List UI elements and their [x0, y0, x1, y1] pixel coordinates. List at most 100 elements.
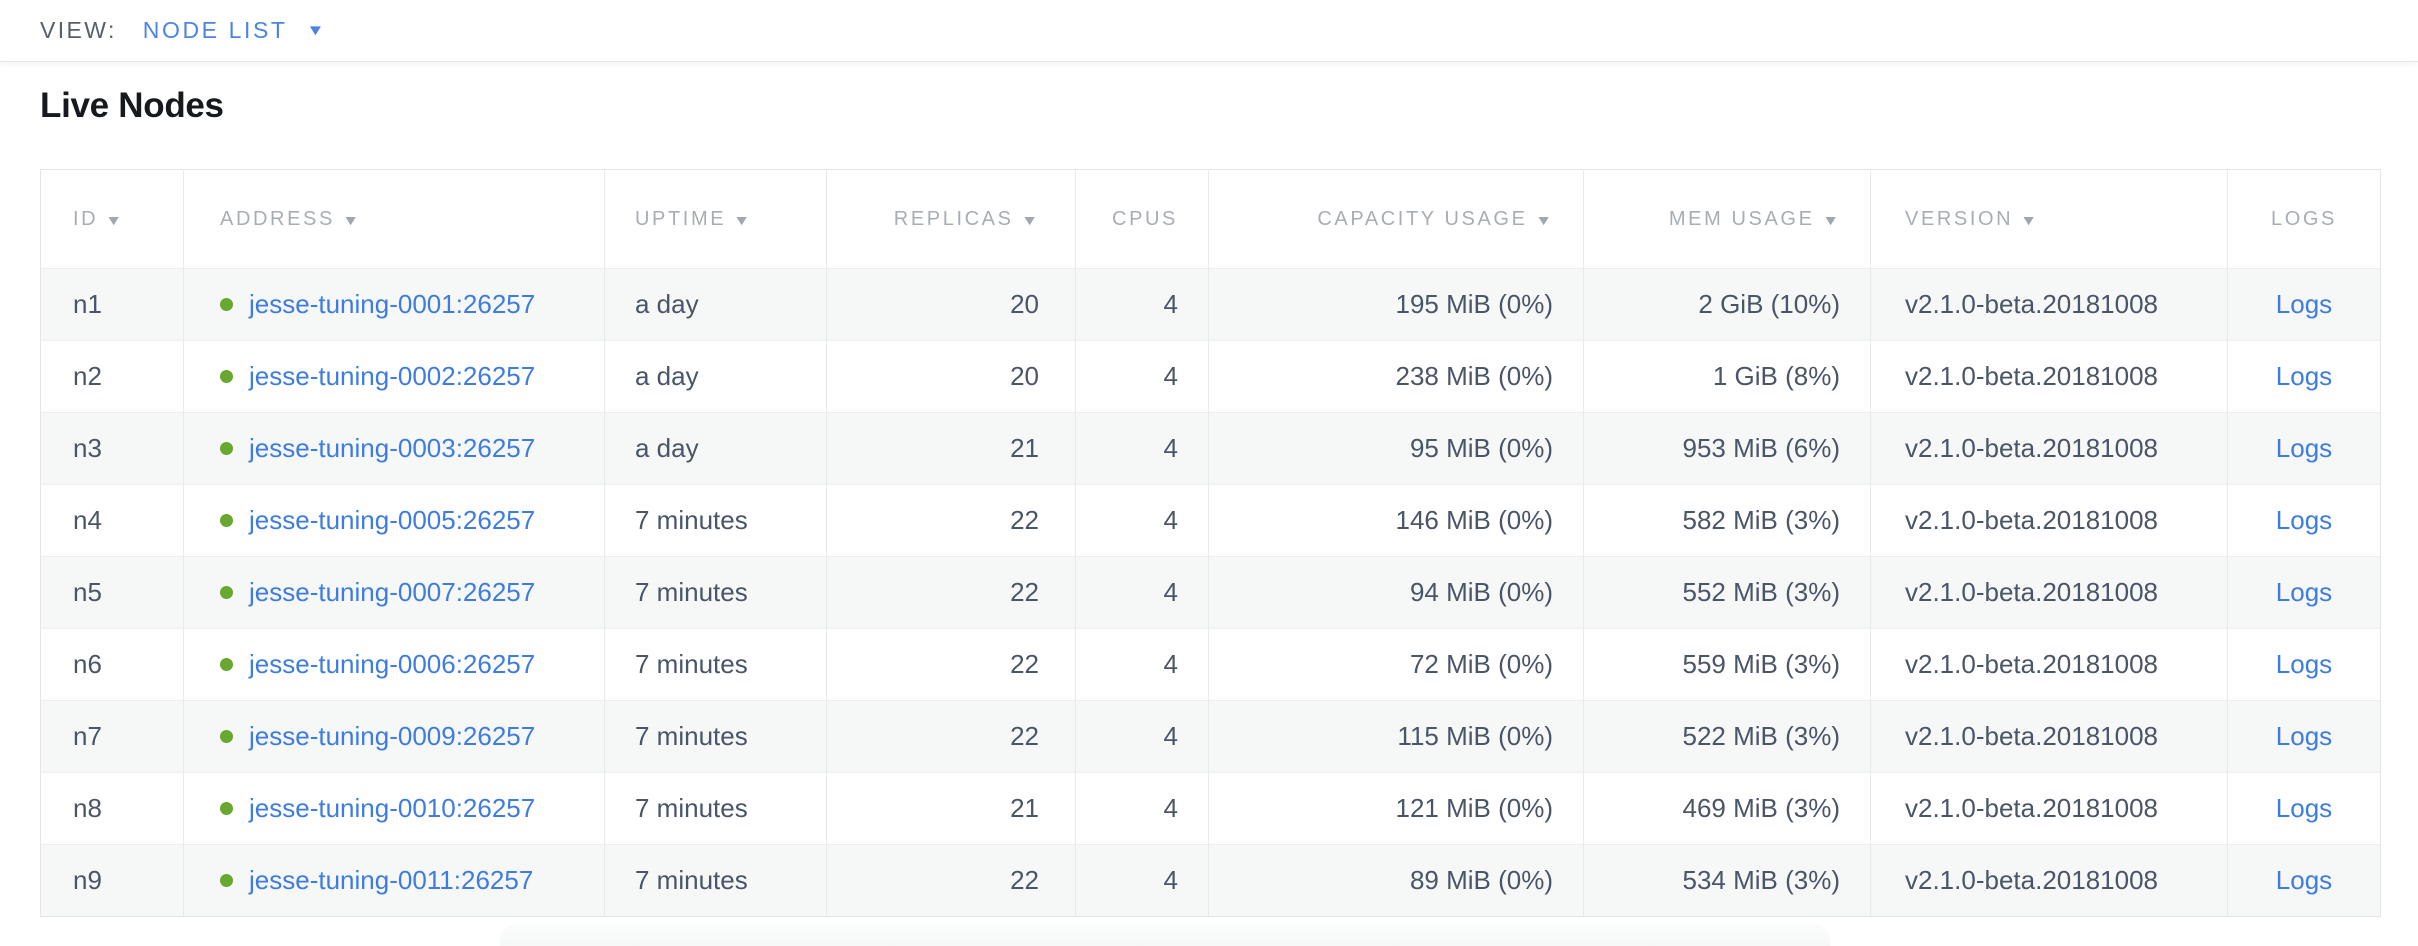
node-address-link[interactable]: jesse-tuning-0011:26257	[249, 865, 534, 895]
cell-logs: Logs	[2227, 268, 2381, 341]
column-header-replicas[interactable]: REPLICAS ▼	[826, 169, 1076, 269]
node-logs-link[interactable]: Logs	[2275, 793, 2333, 823]
cell-uptime: a day	[604, 340, 827, 413]
node-version: v2.1.0-beta.20181008	[1905, 649, 2158, 679]
node-address-link[interactable]: jesse-tuning-0005:26257	[249, 505, 536, 535]
cell-address: jesse-tuning-0001:26257	[183, 268, 605, 341]
node-logs-link[interactable]: Logs	[2275, 577, 2333, 607]
table-row: n1 jesse-tuning-0001:26257 a day 20 4 19…	[40, 268, 2381, 341]
node-live-status-icon	[220, 586, 233, 599]
node-address-link[interactable]: jesse-tuning-0006:26257	[249, 649, 536, 679]
column-header-uptime[interactable]: UPTIME ▼	[604, 169, 827, 269]
node-cpus: 4	[1163, 865, 1178, 895]
node-live-status-icon	[220, 370, 233, 383]
node-address-link[interactable]: jesse-tuning-0002:26257	[249, 361, 536, 391]
column-header-id[interactable]: ID ▼	[40, 169, 184, 269]
node-address-link[interactable]: jesse-tuning-0009:26257	[249, 721, 536, 751]
node-address-link[interactable]: jesse-tuning-0001:26257	[249, 289, 536, 319]
node-live-status-icon	[220, 730, 233, 743]
sort-desc-icon: ▼	[1534, 211, 1556, 228]
cell-replicas: 21	[826, 412, 1076, 485]
live-nodes-section: Live Nodes ID ▼ ADDRESS ▼ UPTIME ▼ REPLICAS…	[0, 87, 2418, 946]
column-header-version[interactable]: VERSION ▼	[1870, 169, 2228, 269]
column-header-cpus: CPUS	[1075, 169, 1209, 269]
node-uptime: a day	[635, 361, 699, 391]
cell-cpus: 4	[1075, 772, 1209, 845]
node-version: v2.1.0-beta.20181008	[1905, 289, 2158, 319]
node-logs-link[interactable]: Logs	[2275, 289, 2333, 319]
node-logs-link[interactable]: Logs	[2275, 505, 2333, 535]
node-address-link[interactable]: jesse-tuning-0010:26257	[249, 793, 536, 823]
cell-version: v2.1.0-beta.20181008	[1870, 700, 2228, 773]
node-cpus: 4	[1163, 433, 1178, 463]
column-header-logs: LOGS	[2227, 169, 2381, 269]
node-logs-link[interactable]: Logs	[2275, 649, 2333, 679]
cell-mem-usage: 1 GiB (8%)	[1583, 340, 1871, 413]
node-list-dropdown-value: NODE LIST	[142, 17, 288, 43]
node-id: n2	[73, 361, 102, 391]
node-live-status-icon	[220, 874, 233, 887]
sort-desc-icon: ▼	[2020, 211, 2041, 228]
node-cpus: 4	[1163, 649, 1178, 679]
node-cpus: 4	[1163, 793, 1178, 823]
node-logs-link[interactable]: Logs	[2275, 721, 2333, 751]
node-address-link[interactable]: jesse-tuning-0003:26257	[249, 433, 536, 463]
node-logs-link[interactable]: Logs	[2275, 865, 2333, 895]
cell-mem-usage: 469 MiB (3%)	[1583, 772, 1871, 845]
node-capacity-usage: 195 MiB (0%)	[1395, 289, 1554, 319]
cell-node-id: n2	[40, 340, 184, 413]
cell-node-id: n3	[40, 412, 184, 485]
cell-address: jesse-tuning-0006:26257	[183, 628, 605, 701]
node-logs-link[interactable]: Logs	[2275, 433, 2333, 463]
cell-logs: Logs	[2227, 484, 2381, 557]
cell-version: v2.1.0-beta.20181008	[1870, 268, 2228, 341]
table-row: n3 jesse-tuning-0003:26257 a day 21 4 95…	[40, 412, 2381, 485]
cell-version: v2.1.0-beta.20181008	[1870, 628, 2228, 701]
node-id: n5	[73, 577, 102, 607]
node-version: v2.1.0-beta.20181008	[1905, 577, 2158, 607]
cell-logs: Logs	[2227, 700, 2381, 773]
node-address-link[interactable]: jesse-tuning-0007:26257	[249, 577, 536, 607]
cell-cpus: 4	[1075, 556, 1209, 629]
cell-cpus: 4	[1075, 340, 1209, 413]
node-uptime: a day	[635, 289, 699, 319]
node-id: n7	[73, 721, 102, 751]
node-cpus: 4	[1163, 289, 1178, 319]
cell-capacity-usage: 121 MiB (0%)	[1208, 772, 1584, 845]
node-uptime: 7 minutes	[635, 793, 748, 823]
column-header-mem-usage[interactable]: MEM USAGE ▼	[1583, 169, 1871, 269]
next-section-edge	[500, 923, 1830, 946]
table-header-row: ID ▼ ADDRESS ▼ UPTIME ▼ REPLICAS ▼ CPUS CAPA…	[40, 169, 2381, 269]
table-row: n9 jesse-tuning-0011:26257 7 minutes 22 …	[40, 844, 2381, 917]
column-header-address[interactable]: ADDRESS ▼	[183, 169, 605, 269]
sort-desc-icon: ▼	[733, 211, 754, 228]
cell-cpus: 4	[1075, 628, 1209, 701]
node-list-dropdown[interactable]: NODE LIST ▼	[142, 17, 325, 44]
live-nodes-table: ID ▼ ADDRESS ▼ UPTIME ▼ REPLICAS ▼ CPUS CAPA…	[40, 169, 2381, 917]
cell-mem-usage: 534 MiB (3%)	[1583, 844, 1871, 917]
caret-down-icon: ▼	[305, 22, 325, 39]
table-row: n4 jesse-tuning-0005:26257 7 minutes 22 …	[40, 484, 2381, 557]
column-header-capacity-usage[interactable]: CAPACITY USAGE ▼	[1208, 169, 1584, 269]
node-id: n4	[73, 505, 102, 535]
node-id: n8	[73, 793, 102, 823]
node-capacity-usage: 146 MiB (0%)	[1395, 505, 1554, 535]
node-replicas: 22	[1010, 721, 1039, 751]
cell-node-id: n4	[40, 484, 184, 557]
cell-version: v2.1.0-beta.20181008	[1870, 556, 2228, 629]
node-cpus: 4	[1163, 361, 1178, 391]
node-mem-usage: 953 MiB (6%)	[1682, 433, 1841, 463]
node-capacity-usage: 72 MiB (0%)	[1409, 649, 1553, 679]
cell-logs: Logs	[2227, 340, 2381, 413]
cell-capacity-usage: 115 MiB (0%)	[1208, 700, 1584, 773]
node-mem-usage: 559 MiB (3%)	[1682, 649, 1841, 679]
cell-cpus: 4	[1075, 700, 1209, 773]
node-id: n1	[73, 289, 102, 319]
node-mem-usage: 2 GiB (10%)	[1698, 289, 1840, 319]
node-logs-link[interactable]: Logs	[2275, 361, 2333, 391]
cell-address: jesse-tuning-0010:26257	[183, 772, 605, 845]
table-row: n5 jesse-tuning-0007:26257 7 minutes 22 …	[40, 556, 2381, 629]
cell-version: v2.1.0-beta.20181008	[1870, 412, 2228, 485]
cell-replicas: 22	[826, 700, 1076, 773]
node-capacity-usage: 94 MiB (0%)	[1409, 577, 1553, 607]
